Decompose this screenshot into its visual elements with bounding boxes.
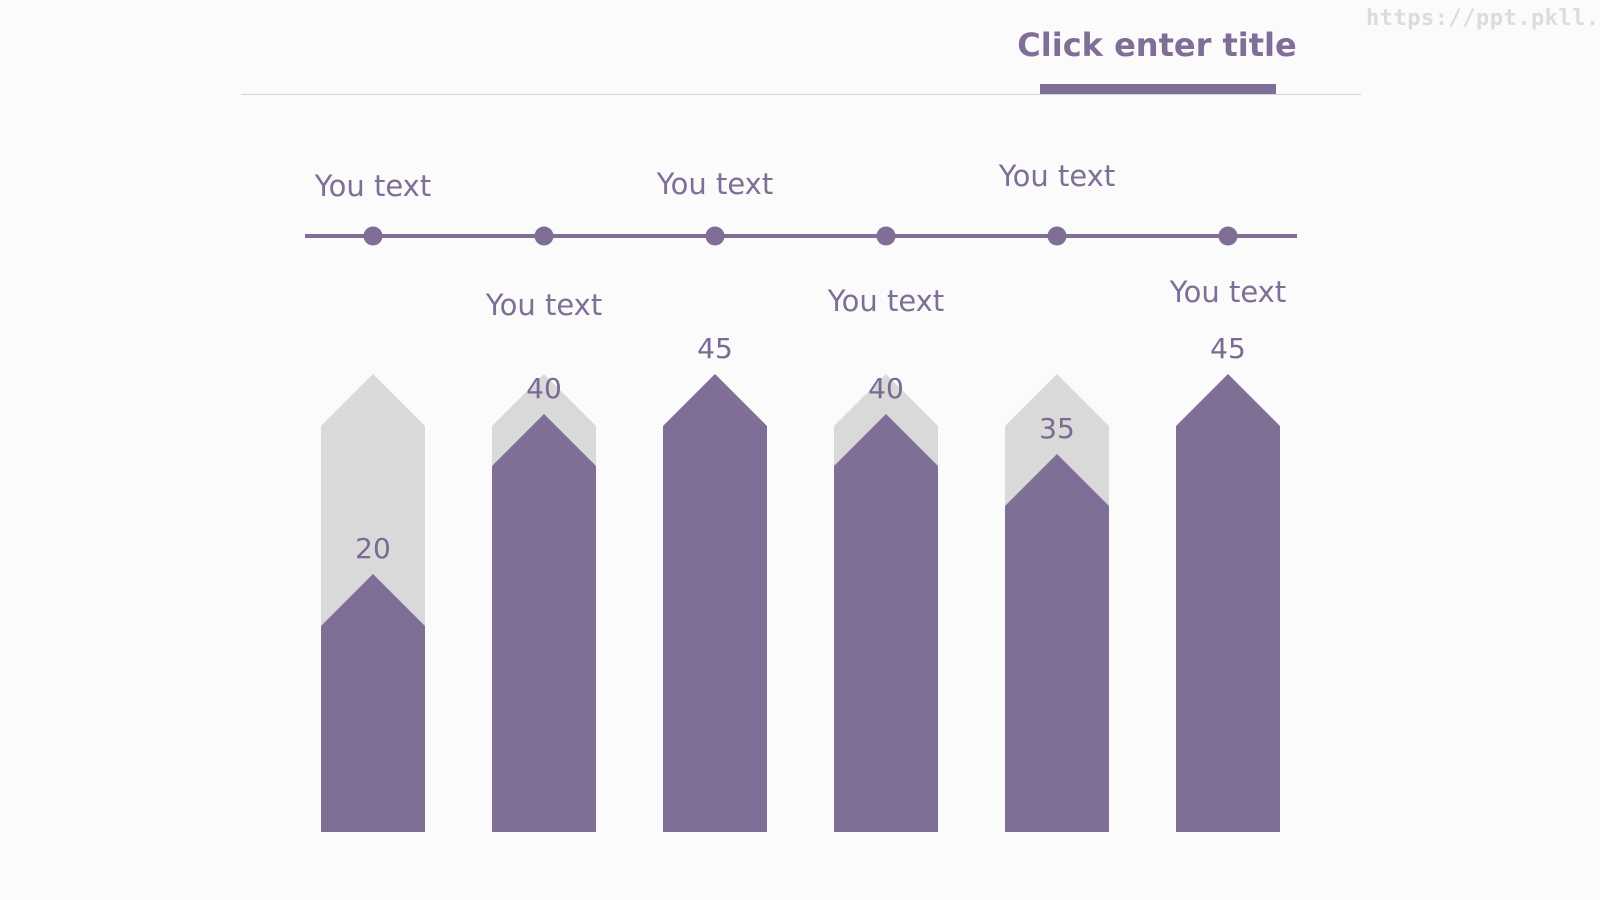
timeline-label: You text xyxy=(1169,275,1286,309)
timeline: You text You text You text You text You text… xyxy=(305,159,1297,322)
bar-value xyxy=(663,374,767,832)
timeline-dot xyxy=(1218,226,1238,246)
data-label: 35 xyxy=(1039,412,1075,445)
bar-value xyxy=(321,574,425,832)
page-title[interactable]: Click enter title xyxy=(1017,26,1297,64)
bar-series: 20 40 45 40 35 45 xyxy=(321,332,1280,832)
timeline-label: You text xyxy=(827,284,944,318)
bar-value xyxy=(834,414,938,832)
timeline-label: You text xyxy=(656,167,773,201)
bar-value xyxy=(492,414,596,832)
data-label: 45 xyxy=(697,332,733,365)
data-label: 20 xyxy=(355,532,391,565)
watermark-url: https://ppt.pkll.de xyxy=(1366,6,1600,31)
bar-value xyxy=(1176,374,1280,832)
timeline-dot xyxy=(705,226,725,246)
timeline-label: You text xyxy=(998,159,1115,193)
bar-value xyxy=(1005,454,1109,832)
data-label: 40 xyxy=(526,372,562,405)
timeline-dot xyxy=(1047,226,1067,246)
data-label: 45 xyxy=(1210,332,1246,365)
title-underline-accent xyxy=(1040,84,1276,94)
header-divider xyxy=(241,94,1361,95)
timeline-dot xyxy=(876,226,896,246)
timeline-label: You text xyxy=(314,169,431,203)
timeline-dot xyxy=(534,226,554,246)
timeline-label: You text xyxy=(485,288,602,322)
timeline-dot xyxy=(363,226,383,246)
data-label: 40 xyxy=(868,372,904,405)
